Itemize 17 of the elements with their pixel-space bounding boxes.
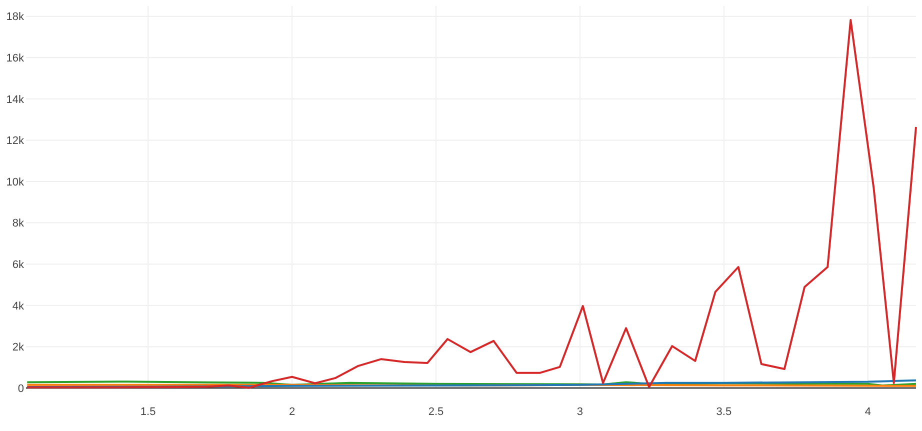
y-tick-label: 18k [6, 11, 24, 24]
y-tick-label: 16k [6, 52, 24, 64]
x-tick-label: 2 [288, 406, 296, 418]
x-tick-label: 1.5 [140, 406, 156, 418]
y-tick-label: 12k [6, 135, 24, 148]
y-tick-label: 14k [6, 94, 24, 106]
x-tick-label: 4 [864, 406, 871, 418]
y-tick-label: 10k [6, 176, 24, 188]
x-tick-label: 2.5 [428, 406, 444, 418]
x-tick-label: 3 [576, 406, 584, 418]
y-tick-label: 0 [18, 382, 24, 395]
line-series [26, 19, 917, 389]
y-tick-label: 2k [12, 342, 24, 354]
x-tick-label: 3.5 [716, 406, 732, 418]
y-tick-label: 6k [12, 258, 24, 271]
y-tick-label: 8k [12, 218, 24, 230]
y-tick-label: 4k [12, 300, 24, 312]
